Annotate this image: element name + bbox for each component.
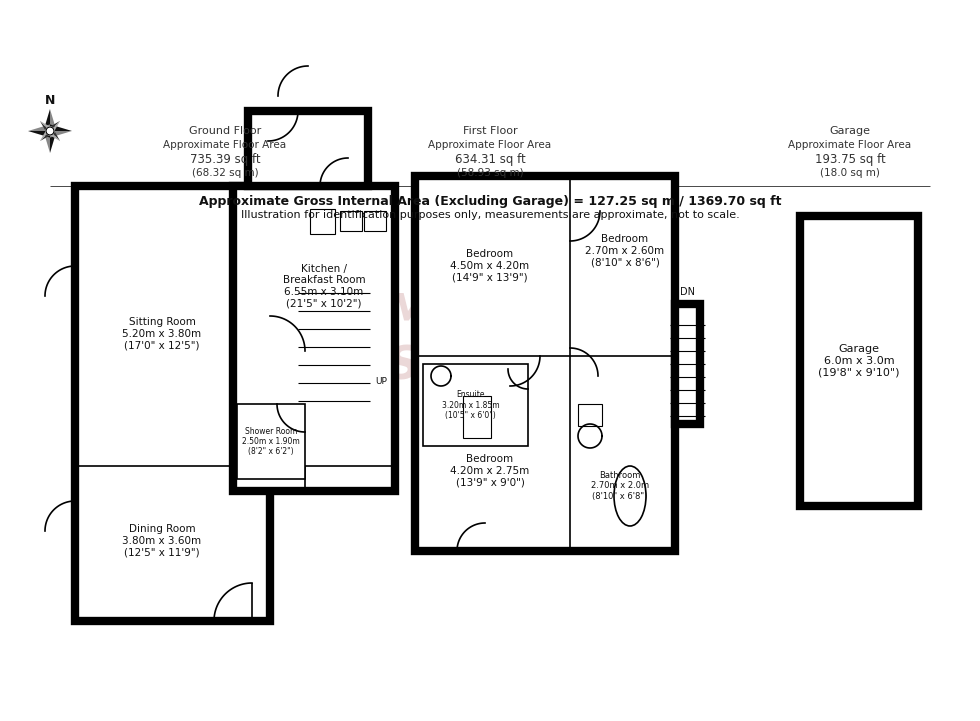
Polygon shape: [47, 121, 60, 131]
Text: Garage
6.0m x 3.0m
(19'8" x 9'10"): Garage 6.0m x 3.0m (19'8" x 9'10"): [818, 345, 900, 378]
Polygon shape: [50, 131, 72, 138]
Text: UP: UP: [375, 376, 387, 386]
Bar: [423, 364, 528, 446]
Polygon shape: [40, 128, 50, 141]
Text: Garage: Garage: [829, 126, 870, 136]
Text: Bedroom
2.70m x 2.60m
(8'10" x 8'6"): Bedroom 2.70m x 2.60m (8'10" x 8'6"): [585, 234, 664, 267]
Text: First Floor: First Floor: [463, 126, 517, 136]
Text: (18.0 sq m): (18.0 sq m): [820, 168, 880, 178]
Text: Approximate Floor Area: Approximate Floor Area: [164, 140, 286, 150]
Polygon shape: [50, 121, 60, 134]
Polygon shape: [50, 109, 57, 131]
Text: Dining Room
3.80m x 3.60m
(12'5" x 11'9"): Dining Room 3.80m x 3.60m (12'5" x 11'9"…: [122, 524, 202, 557]
Text: Approximate Floor Area: Approximate Floor Area: [428, 140, 552, 150]
Bar: [237, 404, 305, 479]
Circle shape: [46, 127, 54, 135]
Polygon shape: [40, 121, 53, 131]
Text: N: N: [45, 94, 55, 107]
Text: MANSELL
STANNER: MANSELL STANNER: [385, 293, 635, 389]
Text: 634.31 sq ft: 634.31 sq ft: [455, 153, 525, 166]
Bar: [578, 404, 602, 426]
Polygon shape: [43, 109, 50, 131]
Bar: [75, 186, 270, 621]
Bar: [800, 216, 918, 506]
Polygon shape: [28, 125, 50, 131]
Bar: [415, 176, 675, 551]
Text: ESTATE  AGENTS  SINCE  194: ESTATE AGENTS SINCE 194: [419, 383, 601, 396]
Bar: [233, 186, 395, 491]
Bar: [364, 211, 386, 231]
Text: Shower Room
2.50m x 1.90m
(8'2" x 6'2"): Shower Room 2.50m x 1.90m (8'2" x 6'2"): [242, 427, 300, 456]
Bar: [248, 111, 368, 186]
Text: Bathroom
2.70m x 2.0m
(8'10" x 6'8"): Bathroom 2.70m x 2.0m (8'10" x 6'8"): [591, 471, 649, 501]
Text: Illustration for identification purposes only, measurements are approximate, not: Illustration for identification purposes…: [241, 210, 739, 220]
Bar: [340, 211, 362, 231]
Polygon shape: [43, 131, 50, 153]
Bar: [463, 396, 491, 438]
Polygon shape: [50, 125, 72, 131]
Text: 735.39 sq ft: 735.39 sq ft: [190, 153, 261, 166]
Polygon shape: [47, 131, 60, 141]
Text: Approximate Gross Internal Area (Excluding Garage) = 127.25 sq m / 1369.70 sq ft: Approximate Gross Internal Area (Excludi…: [199, 195, 781, 208]
Text: Sitting Room
5.20m x 3.80m
(17'0" x 12'5"): Sitting Room 5.20m x 3.80m (17'0" x 12'5…: [122, 317, 202, 350]
Polygon shape: [40, 131, 53, 141]
Bar: [675, 304, 700, 424]
Text: (58.93 sq m): (58.93 sq m): [457, 168, 523, 178]
Text: Approximate Floor Area: Approximate Floor Area: [789, 140, 911, 150]
Polygon shape: [50, 131, 57, 153]
Polygon shape: [40, 121, 50, 134]
Text: Ensuite
3.20m x 1.85m
(10'5" x 6'0"): Ensuite 3.20m x 1.85m (10'5" x 6'0"): [442, 390, 500, 420]
Text: (68.32 sq m): (68.32 sq m): [192, 168, 259, 178]
Text: 193.75 sq ft: 193.75 sq ft: [814, 153, 885, 166]
Polygon shape: [28, 131, 50, 138]
Ellipse shape: [614, 466, 646, 526]
Text: Bedroom
4.20m x 2.75m
(13'9" x 9'0"): Bedroom 4.20m x 2.75m (13'9" x 9'0"): [451, 454, 529, 487]
Bar: [310, 209, 335, 234]
Text: Kitchen /
Breakfast Room
6.55m x 3.10m
(21'5" x 10'2"): Kitchen / Breakfast Room 6.55m x 3.10m (…: [282, 264, 366, 309]
Text: Ground Floor: Ground Floor: [189, 126, 261, 136]
Text: DN: DN: [679, 287, 695, 297]
Text: Bedroom
4.50m x 4.20m
(14'9" x 13'9"): Bedroom 4.50m x 4.20m (14'9" x 13'9"): [451, 249, 529, 283]
Polygon shape: [50, 128, 60, 141]
